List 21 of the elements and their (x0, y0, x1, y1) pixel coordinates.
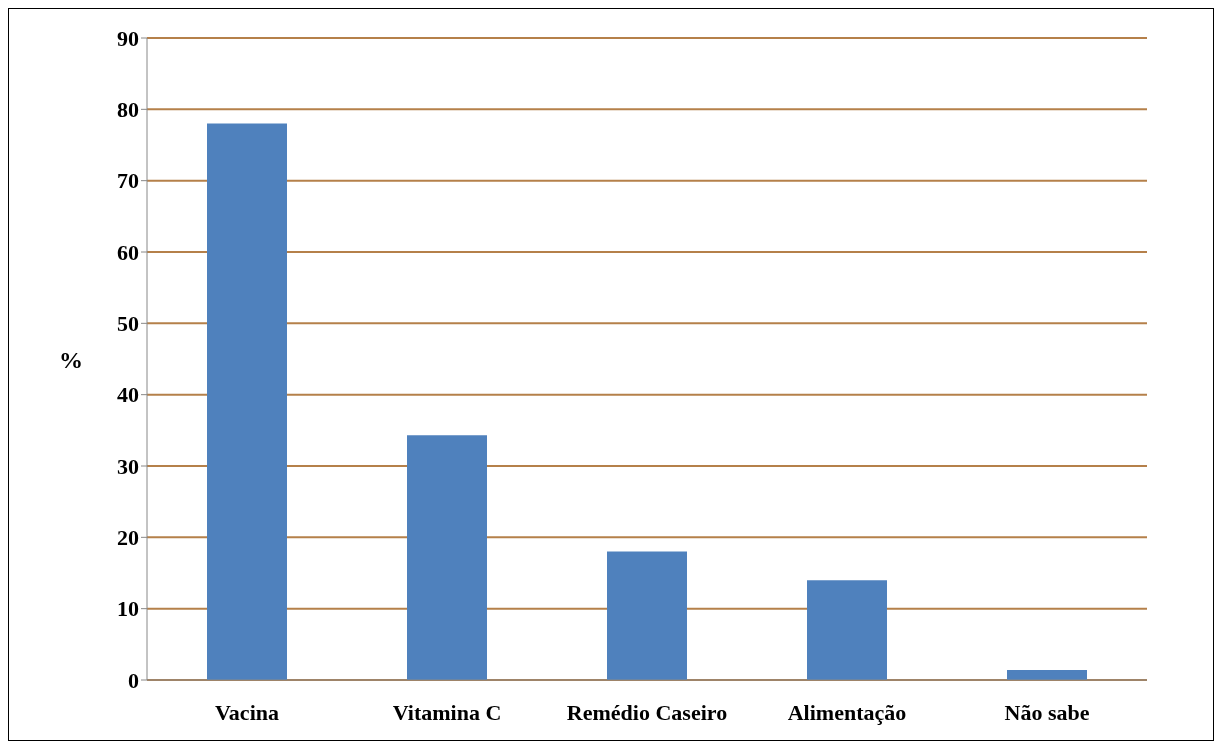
x-tick-label: Vitamina C (392, 699, 502, 725)
bar (607, 551, 687, 680)
y-tick-label: 30 (117, 453, 139, 479)
y-tick-label: 50 (117, 311, 139, 337)
y-tick-label: 40 (117, 382, 139, 408)
bar (407, 435, 487, 680)
x-tick-label: Vacina (215, 699, 279, 725)
y-tick-label: 60 (117, 239, 139, 265)
y-tick-label: 90 (117, 25, 139, 51)
y-tick-label: 80 (117, 97, 139, 123)
bar (807, 580, 887, 680)
bar (1007, 670, 1087, 680)
bar (207, 123, 287, 680)
x-tick-label: Alimentação (787, 699, 907, 725)
y-tick-label: 70 (117, 168, 139, 194)
x-tick-label: Remédio Caseiro (566, 699, 728, 725)
y-tick-label: 20 (117, 525, 139, 551)
x-tick-label: Não sabe (1004, 699, 1090, 725)
y-axis-title: % (59, 346, 83, 373)
y-tick-label: 10 (117, 596, 139, 622)
y-tick-label: 0 (128, 667, 139, 693)
